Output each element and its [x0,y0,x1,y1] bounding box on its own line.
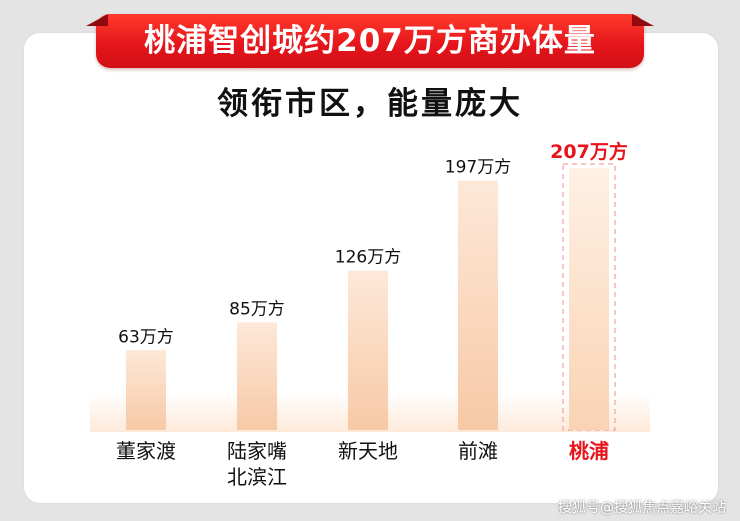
value-label-3: 197万方 [445,158,511,178]
bar-0 [126,350,166,430]
value-label-4: 207万方 [550,140,628,163]
chart-subtitle: 领衔市区，能量庞大 [217,86,523,122]
bar-1 [237,322,277,430]
value-label-1: 85万方 [229,299,285,319]
title-banner: 桃浦智创城约207万方商办体量 [96,14,644,68]
banner-title: 桃浦智创城约207万方商办体量 [144,23,596,59]
category-label-1: 陆家嘴 [227,439,287,463]
bar-4 [569,168,609,430]
category-label-3: 前滩 [458,439,498,463]
value-label-2: 126万方 [335,248,401,268]
bar-2 [348,270,388,430]
category-label-2: 新天地 [338,439,398,463]
category-label-4: 桃浦 [569,439,609,463]
watermark: 搜狐号@搜狐焦点嘉峪关站 [558,500,726,516]
category-label-1: 北滨江 [227,465,287,489]
bar-3 [458,180,498,430]
category-label-0: 董家渡 [116,439,176,463]
value-label-0: 63万方 [118,327,174,347]
